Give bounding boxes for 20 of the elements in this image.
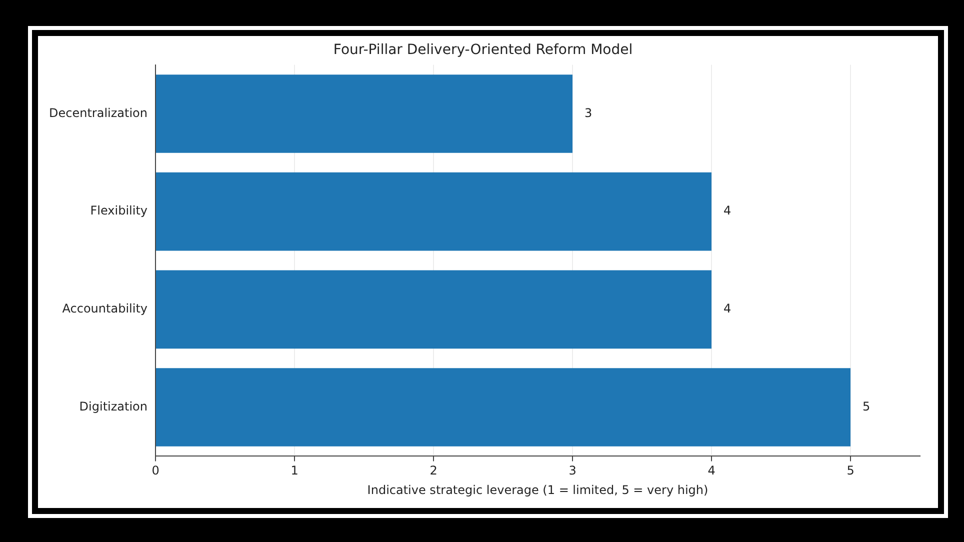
y-tick-label: Accountability: [62, 302, 148, 316]
bar: [156, 74, 573, 153]
x-tick-label: 2: [430, 464, 438, 478]
bar: [156, 172, 712, 251]
y-tick-label: Decentralization: [48, 106, 148, 120]
data-label: 5: [862, 399, 870, 414]
data-label: 4: [724, 302, 732, 316]
bar: [156, 368, 850, 446]
data-label: 3: [584, 106, 592, 120]
y-tick-label: Digitization: [79, 399, 148, 414]
bar: [156, 270, 712, 349]
y-tick-label: Flexibility: [90, 204, 148, 218]
x-tick-label: 5: [846, 464, 854, 478]
x-axis-title: Indicative strategic leverage (1 = limited, 5 = very high): [367, 482, 708, 497]
data-label: 4: [724, 204, 732, 218]
x-tick-label: 1: [290, 464, 298, 478]
x-tick-label: 3: [568, 464, 576, 478]
x-tick-label: 0: [152, 464, 160, 478]
x-tick-label: 4: [708, 464, 716, 478]
chart-title: Four-Pillar Delivery-Oriented Reform Model: [333, 42, 633, 58]
